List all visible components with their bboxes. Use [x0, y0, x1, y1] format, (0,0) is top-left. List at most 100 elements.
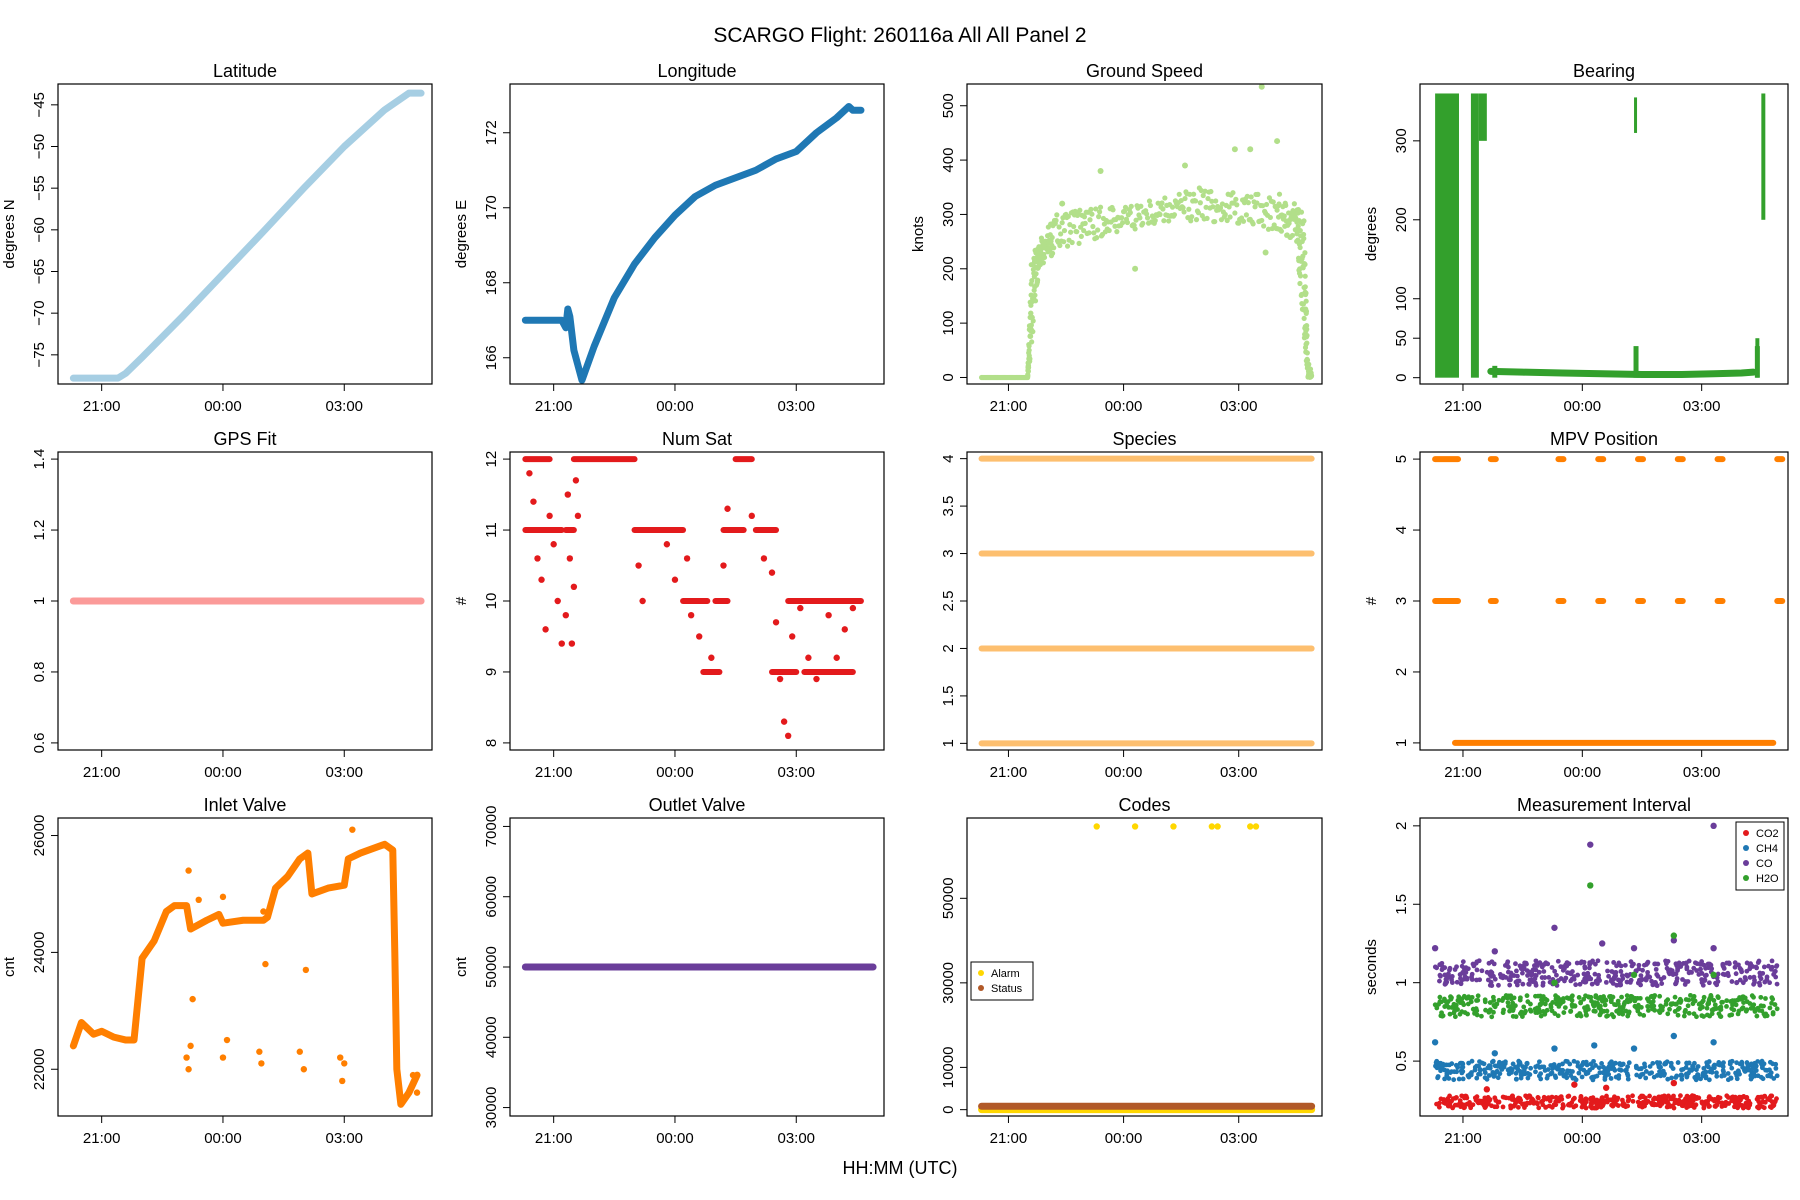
panel-mpv_position: MPV Position 21:00 00:00 03:00 1 2 3 4 5 #: [1363, 429, 1789, 781]
y-tick-label: 60000: [483, 876, 500, 918]
data-point: [558, 640, 565, 647]
data-point: [1736, 962, 1741, 968]
data-point: [1724, 998, 1730, 1004]
data-point: [1750, 964, 1756, 969]
data-point: [1500, 1060, 1506, 1066]
data-point: [1556, 1062, 1562, 1068]
data-point: [1025, 364, 1032, 370]
data-point: [1474, 959, 1480, 965]
data-point: [1699, 1000, 1705, 1005]
data-point: [1588, 1097, 1594, 1103]
data-point: [1751, 981, 1756, 987]
data-point: [1302, 284, 1308, 290]
data-point: [1638, 973, 1644, 979]
data-point: [1561, 1103, 1566, 1109]
y-tick-label: 2: [940, 644, 957, 652]
data-point: [1664, 1104, 1670, 1110]
data-point: [1304, 326, 1310, 332]
data-point: [1195, 210, 1202, 216]
data-point: [195, 896, 202, 904]
data-point: [1725, 1071, 1731, 1076]
data-point: [1763, 996, 1768, 1001]
figure-xlabel: HH:MM (UTC): [843, 1158, 958, 1178]
data-point: [1482, 997, 1488, 1003]
data-point: [1729, 979, 1735, 984]
data-point: [258, 1060, 265, 1067]
data-point: [1687, 1101, 1693, 1107]
data-point: [1646, 1008, 1651, 1013]
data-point: [1752, 977, 1757, 983]
data-point: [1627, 998, 1633, 1004]
data-point: [1565, 1102, 1571, 1108]
panel-title-mpv_position: MPV Position: [1550, 429, 1658, 449]
legend-marker: [978, 970, 984, 976]
data-point: [1756, 958, 1762, 964]
x-tick-label: 21:00: [990, 398, 1028, 415]
data-point: [1474, 1075, 1480, 1081]
data-point: [1706, 1001, 1712, 1006]
data-point: [1770, 1010, 1776, 1015]
legend-marker: [978, 985, 984, 991]
x-tick-label: 00:00: [1564, 764, 1602, 781]
data-point: [1592, 971, 1598, 977]
data-point: [1133, 217, 1139, 223]
data-point: [1178, 197, 1184, 204]
data-point: [1749, 1061, 1754, 1067]
data-point: [1514, 968, 1519, 974]
data-point: [1668, 1060, 1674, 1066]
data-point: [1489, 1059, 1495, 1065]
data-point: [1448, 994, 1453, 1000]
data-point: [1692, 1074, 1698, 1080]
data-point: [1596, 975, 1601, 981]
y-tick-label: 100: [940, 311, 957, 336]
data-point: [1025, 373, 1031, 379]
data-point: [1303, 308, 1310, 314]
plot-frame-species: [966, 451, 1323, 751]
data-point: [1506, 993, 1511, 999]
data-point: [1509, 1067, 1515, 1073]
data-point: [1447, 1011, 1453, 1017]
data-point: [260, 908, 267, 915]
data-point: [1476, 1063, 1482, 1069]
data-point: [776, 675, 784, 683]
plot-frame-outlet_valve: [509, 817, 885, 1117]
data-point: [1458, 1068, 1464, 1074]
data-point: [1604, 960, 1610, 965]
data-point: [1715, 1094, 1721, 1100]
data-point: [1554, 972, 1559, 978]
y-tick-label: 9: [483, 668, 500, 676]
data-point: [1517, 1068, 1523, 1074]
data-point: [1707, 1103, 1712, 1109]
y-tick-label: 10000: [940, 1047, 957, 1089]
data-point: [1578, 960, 1584, 966]
data-point: [1513, 1014, 1519, 1020]
data-point: [1274, 138, 1281, 145]
data-point: [1704, 1012, 1710, 1018]
data-point: [1710, 1039, 1717, 1046]
data-point: [1209, 198, 1215, 204]
y-tick-label: 1.4: [31, 449, 48, 470]
data-point: [1469, 1070, 1474, 1075]
series-co2: [1434, 1079, 1779, 1111]
data-point: [1647, 1071, 1653, 1076]
data-point: [1587, 882, 1594, 889]
y-tick-label: 1.5: [940, 685, 957, 706]
data-point: [1533, 973, 1539, 978]
data-point: [1119, 215, 1125, 221]
data-point: [1571, 1081, 1578, 1088]
data-point: [1608, 999, 1614, 1005]
data-point: [1474, 998, 1479, 1003]
data-point: [1049, 234, 1055, 241]
data-point: [1500, 1094, 1506, 1100]
x-tick-label: 21:00: [535, 398, 573, 415]
data-point: [1649, 978, 1655, 984]
data-point: [1204, 215, 1210, 221]
data-point: [1263, 201, 1270, 208]
panel-title-bearing: Bearing: [1573, 61, 1635, 81]
data-point: [1479, 968, 1485, 974]
plot-area-measurement_interval: [1431, 822, 1780, 1111]
data-point: [1670, 1066, 1676, 1071]
data-point: [1767, 1005, 1773, 1011]
data-point: [1507, 982, 1513, 988]
